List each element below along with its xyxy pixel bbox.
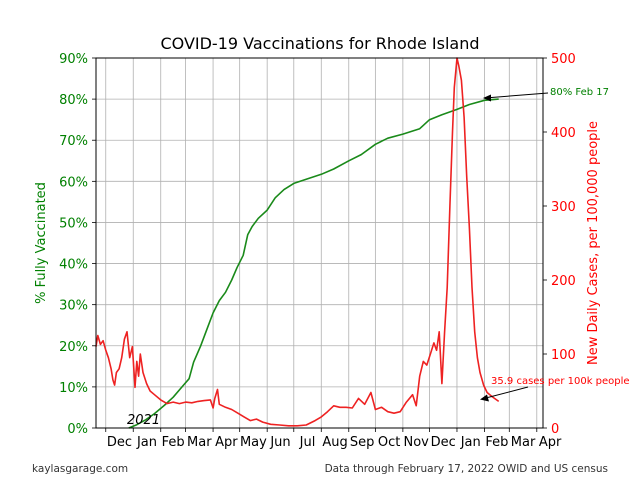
left-tick-label: 50% bbox=[59, 216, 88, 231]
left-tick-label: 20% bbox=[59, 340, 88, 355]
grid-lines bbox=[96, 58, 543, 428]
cases-annotation: 35.9 cases per 100k people bbox=[491, 376, 630, 387]
footer-data-note: Data through February 17, 2022 OWID and … bbox=[325, 463, 608, 475]
year-label: 2021 bbox=[127, 413, 160, 428]
cases-arrowhead bbox=[480, 394, 489, 402]
left-axis-label: % Fully Vaccinated bbox=[34, 182, 49, 304]
x-tick-label: Apr bbox=[539, 435, 562, 450]
x-tick-label: Jul bbox=[299, 435, 316, 450]
left-tick-label: 60% bbox=[59, 175, 88, 190]
x-tick-label: Jan bbox=[460, 435, 481, 450]
right-tick-label: 100 bbox=[551, 348, 576, 363]
left-tick-label: 40% bbox=[59, 258, 88, 273]
x-tick-label: Mar bbox=[511, 435, 536, 450]
right-tick-label: 300 bbox=[551, 200, 576, 215]
x-axis: Dec Jan Feb Mar Apr May Jun Jul Aug Sep Oct Nov Dec J… bbox=[105, 428, 562, 450]
right-tick-label: 200 bbox=[551, 274, 576, 289]
vaccination-arrow bbox=[484, 92, 549, 99]
x-tick-label: Nov bbox=[403, 435, 429, 450]
right-tick-label: 400 bbox=[551, 126, 576, 141]
x-tick-label: Dec bbox=[107, 435, 132, 450]
x-tick-label: May bbox=[240, 435, 267, 450]
left-tick-label: 70% bbox=[59, 134, 88, 149]
vaccination-annotation: 80% Feb 17 bbox=[550, 87, 609, 98]
left-y-axis: 0% 10% 20% 30% 40% 50% 60% 70% 80% 90% bbox=[59, 52, 96, 437]
x-tick-label: Jan bbox=[136, 435, 157, 450]
annotations: 80% Feb 17 35.9 cases per 100k people bbox=[480, 87, 630, 402]
vaccination-line bbox=[128, 98, 499, 429]
left-tick-label: 80% bbox=[59, 93, 88, 108]
x-tick-label: Oct bbox=[378, 435, 400, 450]
vaccination-arrowhead bbox=[483, 94, 491, 102]
series-lines bbox=[95, 57, 500, 429]
left-tick-label: 10% bbox=[59, 381, 88, 396]
x-tick-label: Apr bbox=[215, 435, 238, 450]
left-tick-label: 90% bbox=[59, 52, 88, 67]
x-tick-label: Feb bbox=[485, 435, 508, 450]
x-tick-label: Aug bbox=[322, 435, 347, 450]
right-axis-label: New Daily Cases, per 100,000 people bbox=[586, 121, 601, 365]
footer-source: kaylasgarage.com bbox=[32, 463, 128, 475]
cases-line bbox=[95, 57, 500, 427]
plot-frame bbox=[95, 57, 544, 429]
cases-arrow bbox=[481, 386, 529, 400]
left-tick-label: 30% bbox=[59, 299, 88, 314]
left-tick-label: 0% bbox=[67, 422, 88, 437]
x-tick-label: Feb bbox=[162, 435, 185, 450]
right-tick-label: 0 bbox=[551, 422, 559, 437]
chart-title: COVID-19 Vaccinations for Rhode Island bbox=[160, 34, 479, 53]
x-tick-label: Jun bbox=[269, 435, 290, 450]
x-tick-label: Mar bbox=[187, 435, 212, 450]
right-tick-label: 500 bbox=[551, 52, 576, 67]
right-y-axis: 0 100 200 300 400 500 bbox=[543, 52, 576, 437]
x-tick-label: Dec bbox=[431, 435, 456, 450]
x-tick-label: Sep bbox=[350, 435, 375, 450]
